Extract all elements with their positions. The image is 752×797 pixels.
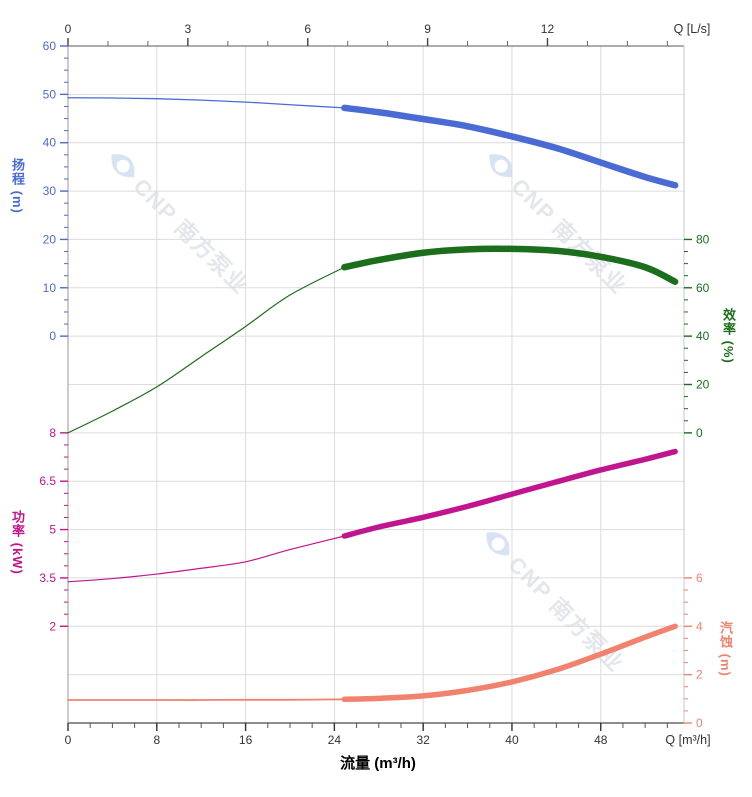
- cnp-eye-logo-icon: [486, 532, 510, 556]
- svg-text:60: 60: [43, 39, 57, 53]
- svg-text:8: 8: [153, 733, 160, 747]
- cnp-watermark: CNP 南方泵业: [111, 154, 254, 299]
- power-axis-title: 功率 (kW): [10, 510, 25, 575]
- svg-text:3: 3: [185, 22, 192, 36]
- watermark-layer: CNP 南方泵业 CNP 南方泵业 CNP 南方泵业: [111, 154, 632, 677]
- flow-axis-title: 流量 (m³/h): [340, 755, 416, 772]
- svg-text:80: 80: [696, 232, 710, 246]
- svg-text:0: 0: [49, 329, 56, 343]
- head-axis: 60 50 40 30 20 10 0: [43, 39, 68, 343]
- svg-text:48: 48: [594, 733, 608, 747]
- svg-text:5: 5: [49, 523, 56, 537]
- head-curve: [67, 97, 679, 189]
- svg-text:0: 0: [65, 22, 72, 36]
- cnp-watermark: CNP 南方泵业: [489, 154, 632, 299]
- svg-text:16: 16: [239, 733, 253, 747]
- svg-text:9: 9: [424, 22, 431, 36]
- svg-text:50: 50: [43, 87, 57, 101]
- grid-lines: [68, 46, 684, 723]
- efficiency-axis-title: 效率 (%): [721, 308, 736, 364]
- npsh-curve-thick: [341, 623, 678, 703]
- svg-text:40: 40: [43, 136, 57, 150]
- watermark-text: CNP 南方泵业: [128, 174, 253, 299]
- npsh-curve-thin: [67, 698, 346, 701]
- power-axis: 8 6.5 5 3.5 2: [39, 426, 68, 633]
- power-curve: [67, 448, 678, 583]
- efficiency-axis: 80 60 40 20 0: [684, 232, 710, 440]
- power-curve-thin: [67, 535, 345, 583]
- svg-text:40: 40: [505, 733, 519, 747]
- efficiency-curve-thin: [67, 266, 345, 434]
- svg-text:60: 60: [696, 281, 710, 295]
- npsh-curve: [67, 623, 678, 703]
- svg-text:4: 4: [696, 619, 703, 633]
- svg-text:8: 8: [49, 426, 56, 440]
- svg-text:24: 24: [328, 733, 342, 747]
- svg-text:10: 10: [43, 281, 57, 295]
- watermark-text: CNP 南方泵业: [503, 552, 628, 677]
- svg-text:6: 6: [696, 571, 703, 585]
- efficiency-curve-thick: [341, 245, 679, 285]
- efficiency-curve: [67, 245, 679, 434]
- cnp-eye-logo-icon: [489, 154, 513, 178]
- watermark-text: CNP 南方泵业: [506, 174, 631, 299]
- bottom-axis-m3h: 0 8 16 24 32 40 48: [65, 723, 668, 747]
- svg-text:20: 20: [43, 232, 57, 246]
- svg-text:40: 40: [696, 329, 710, 343]
- svg-text:6.5: 6.5: [39, 474, 56, 488]
- svg-text:0: 0: [696, 716, 703, 730]
- npsh-axis-title: 汽蚀 (m): [718, 621, 733, 677]
- svg-text:0: 0: [696, 426, 703, 440]
- svg-text:30: 30: [43, 184, 57, 198]
- head-axis-title: 扬程 (m): [10, 158, 25, 214]
- svg-text:32: 32: [416, 733, 430, 747]
- svg-text:2: 2: [696, 668, 703, 682]
- svg-text:0: 0: [65, 733, 72, 747]
- power-curve-thick: [341, 448, 678, 539]
- svg-text:3.5: 3.5: [39, 571, 56, 585]
- top-axis-ls: 0 3 6 9 12: [65, 22, 668, 46]
- head-curve-thick: [341, 104, 679, 189]
- svg-text:2: 2: [49, 619, 56, 633]
- bottom-axis-unit-label: Q [m³/h]: [665, 733, 711, 747]
- top-axis-unit-label: Q [L/s]: [673, 22, 711, 36]
- svg-text:6: 6: [304, 22, 311, 36]
- head-curve-thin: [67, 97, 346, 109]
- svg-text:12: 12: [541, 22, 555, 36]
- cnp-eye-logo-icon: [111, 154, 135, 178]
- svg-text:20: 20: [696, 378, 710, 392]
- npsh-axis: 6 4 2 0: [684, 571, 703, 730]
